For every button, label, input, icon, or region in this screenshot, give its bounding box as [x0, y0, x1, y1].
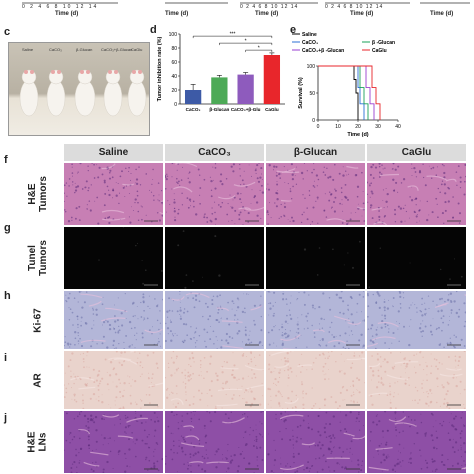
micrograph-ar-saline [64, 351, 163, 409]
mice-photo: Saline CaCO₃ β-Glucan CaCO₃+β-Glucan CaG… [8, 42, 150, 136]
top-axis-ticks-1: 0 2 4 6 8 10 12 14 [22, 4, 99, 10]
bar [263, 55, 281, 104]
surv-x-tick-label: 30 [375, 124, 381, 130]
surv-x-tick-label: 20 [355, 124, 361, 130]
micrograph-he-tumors-saline [64, 163, 163, 225]
legend-entry: CaCO₃ [302, 40, 319, 46]
bar-category-label: β-Glucan [209, 107, 229, 112]
significance-mark: * [245, 38, 247, 44]
legend-entry: CaCO₃+β -Glucan [302, 48, 344, 54]
legend-entry: β -Glucan [372, 40, 395, 46]
surv-y-tick-label: 50 [309, 91, 315, 97]
micrograph-tunel-tumors-glucan [266, 227, 365, 289]
bar-y-tick-label: 20 [171, 88, 177, 94]
row-label-ki67: Ki-67 [32, 307, 44, 333]
bar-category-label: CaCO₃+β-Glu [231, 107, 261, 112]
mouse-label-caco3: CaCO₃ [49, 47, 62, 52]
top-axis-strip: 0 2 4 6 8 10 12 14 Time (d) 0 2 4 6 8 10… [0, 0, 474, 22]
survival-line [318, 65, 369, 120]
bar [211, 77, 228, 104]
survival-line [318, 65, 359, 120]
micrograph-ki67-caco3 [165, 291, 264, 349]
micrograph-ki67-saline [64, 291, 163, 349]
bar [184, 90, 202, 104]
surv-y-tick-label: 100 [307, 64, 316, 70]
panel-label-h: h [4, 290, 11, 302]
bar-y-tick-label: 80 [171, 46, 177, 52]
surv-x-tick-label: 10 [335, 124, 341, 130]
bar-y-tick-label: 0 [174, 102, 177, 108]
tumor-inhibition-bar-chart: 0 20 40 60 80 100 Tumor inhibition rate (%) CaC… [157, 31, 285, 112]
survival-chart: 0 50 100 0 10 20 30 40 Time (d) Survival (%) Salin… [292, 32, 401, 138]
bar [237, 74, 254, 104]
legend-entry: Saline [302, 32, 317, 38]
survival-line [318, 65, 375, 120]
micrograph-ki67-caglu [367, 291, 466, 349]
bar-y-tick-label: 60 [171, 60, 177, 66]
micrograph-he-tumors-caglu [367, 163, 466, 225]
panel-label-d: d [150, 24, 157, 36]
bar-y-tick-label: 40 [171, 74, 177, 80]
mouse-label-glucan: β-Glucan [76, 47, 93, 52]
micrograph-he-lns-saline [64, 411, 163, 473]
top-axis-ticks-3: 0 2 4 6 8 10 12 14 [325, 4, 384, 10]
survival-line [318, 65, 381, 120]
legend-entry: CaGlu [372, 48, 387, 54]
micrograph-tunel-tumors-caglu [367, 227, 466, 289]
top-axis-label-4: Time (d) [350, 11, 374, 17]
panel-label-g: g [4, 222, 11, 234]
column-header-caco3: CaCO₃ [165, 144, 264, 161]
surv-x-tick-label: 0 [317, 124, 320, 130]
bar-y-label: Tumor inhibition rate (%) [157, 36, 163, 101]
top-axis-ticks-2: 0 2 4 6 8 10 12 14 [240, 4, 299, 10]
micrograph-he-lns-caco3 [165, 411, 264, 473]
surv-y-label: Survival (%) [298, 77, 304, 109]
row-label-tunel-tumors: Tunel Tumors [27, 240, 49, 276]
panel-label-e: e [290, 24, 297, 36]
surv-y-tick-label: 0 [312, 118, 315, 124]
top-axis-lines [22, 2, 470, 4]
micrograph-he-lns-glucan [266, 411, 365, 473]
panel-label-i: i [4, 352, 8, 364]
top-axis-label-5: Time (d) [430, 11, 454, 17]
surv-x-tick-label: 40 [395, 124, 401, 130]
top-axis-label-2: Time (d) [165, 11, 189, 17]
mouse-label-saline: Saline [22, 47, 34, 52]
row-label-he-tumors: H&E Tumors [27, 176, 49, 212]
bar-y-tick-label: 100 [169, 32, 178, 38]
micrograph-ki67-glucan [266, 291, 365, 349]
column-header-caglu: CaGlu [367, 144, 466, 161]
panel-label-j: j [4, 412, 8, 424]
column-header-saline: Saline [64, 144, 163, 161]
micrograph-tunel-tumors-saline [64, 227, 163, 289]
surv-x-label: Time (d) [347, 132, 368, 138]
micrograph-he-lns-caglu [367, 411, 466, 473]
top-axis-label-3: Time (d) [255, 11, 279, 17]
bar-category-label: CaCO₃ [186, 107, 201, 112]
top-axis-label-1: Time (d) [55, 11, 79, 17]
column-header-glucan: β-Glucan [266, 144, 365, 161]
mice-illustration [19, 69, 147, 117]
mouse-label-combo: CaCO₃+β-Glucan [101, 47, 133, 52]
row-label-ar: AR [32, 372, 44, 388]
mouse-label-caglu: CaGlu [131, 47, 143, 52]
significance-mark: *** [230, 31, 236, 37]
micrograph-ar-caglu [367, 351, 466, 409]
bar-category-label: CaGlu [265, 107, 279, 112]
significance-mark: * [258, 45, 260, 51]
micrograph-he-tumors-glucan [266, 163, 365, 225]
micrograph-tunel-tumors-caco3 [165, 227, 264, 289]
micrograph-ar-caco3 [165, 351, 264, 409]
panel-label-c: c [4, 26, 11, 38]
micrograph-he-tumors-caco3 [165, 163, 264, 225]
row-label-he-lns: H&E LNs [27, 431, 49, 453]
panel-label-f: f [4, 154, 8, 166]
micrograph-ar-glucan [266, 351, 365, 409]
